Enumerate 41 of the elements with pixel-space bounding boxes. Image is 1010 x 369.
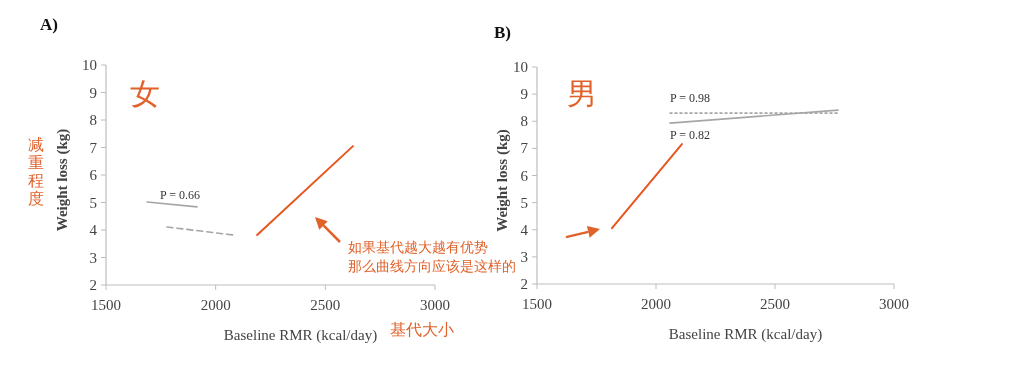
x-tick-label: 2500 [760, 296, 790, 312]
annotation: 女 [130, 76, 160, 111]
x-tick-label: 2000 [641, 296, 671, 312]
y-tick-label: 6 [89, 167, 98, 183]
y-axis-title: Weight loss (kg) [494, 129, 511, 232]
x-tick-label: 1500 [522, 296, 552, 312]
y-tick-label: 10 [513, 59, 528, 75]
y-tick-label: 3 [89, 249, 97, 266]
text: 减重程度 [28, 135, 44, 208]
chart-title: A) [40, 15, 58, 34]
chart-title: B) [494, 23, 511, 42]
y-tick-label: 2 [89, 277, 97, 293]
y-tick-label: 2 [520, 276, 528, 292]
x-tick-label: 3000 [879, 296, 909, 312]
x-axis-title: Baseline RMR (kcal/day) [668, 326, 823, 343]
y-tick-label: 6 [520, 167, 529, 184]
x-tick-label: 3000 [420, 297, 450, 313]
y-tick-label: 7 [520, 140, 529, 157]
y-tick-label: 3 [520, 248, 528, 265]
annotation: 如果基代越大越有优势 [348, 239, 488, 255]
y-tick-label: 4 [89, 222, 98, 238]
x-tick-label: 1500 [91, 297, 121, 313]
annotation: 那么曲线方向应该是这样的 [348, 258, 516, 274]
x-tick-label: 2000 [200, 297, 231, 313]
annotation: P = 0.82 [670, 128, 710, 142]
y-tick-label: 9 [89, 84, 97, 101]
annotation: P = 0.66 [160, 188, 200, 202]
x-tick-label: 2500 [310, 297, 341, 313]
y-tick-label: 5 [89, 194, 97, 211]
y-tick-label: 4 [520, 221, 529, 238]
annotation: 男 [567, 76, 597, 111]
y-tick-label: 8 [89, 112, 97, 128]
annotation: P = 0.98 [670, 91, 710, 105]
y-tick-label: 5 [520, 194, 528, 211]
text: 基代大小 [390, 320, 454, 339]
y-tick-label: 9 [520, 86, 528, 103]
y-axis-title: Weight loss (kg) [54, 128, 71, 232]
y-tick-label: 8 [520, 113, 528, 130]
y-tick-label: 10 [82, 57, 97, 73]
x-axis-title: Baseline RMR (kcal/day) [223, 327, 378, 344]
y-tick-label: 7 [89, 139, 98, 156]
